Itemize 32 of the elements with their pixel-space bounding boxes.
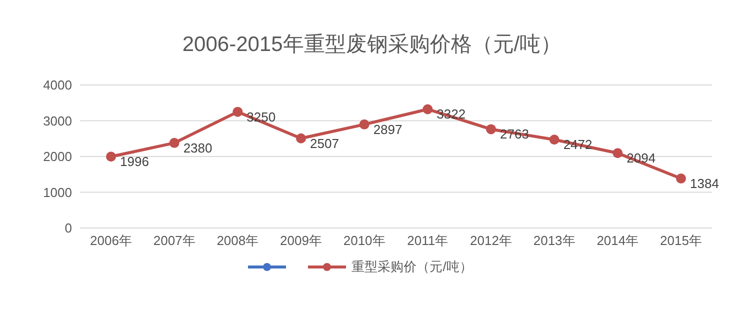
x-tick-label: 2007年 xyxy=(153,233,196,248)
y-tick-label: 4000 xyxy=(43,78,72,93)
point xyxy=(612,148,623,158)
y-tick-label: 1000 xyxy=(43,184,72,200)
legend-label: 重型采购价（元/吨） xyxy=(352,258,472,276)
data-label: 2380 xyxy=(183,140,212,156)
x-tick-label: 2006年 xyxy=(90,233,132,248)
chart-title: 2006-2015年重型废钢采购价格（元/吨） xyxy=(181,32,563,58)
x-tick-label: 2013年 xyxy=(533,233,576,248)
x-tick-label: 2009年 xyxy=(280,233,322,248)
x-tick-label: 2014年 xyxy=(596,233,639,248)
point xyxy=(676,174,686,184)
x-tick-label: 2012年 xyxy=(470,233,512,248)
point xyxy=(422,104,433,114)
data-label: 2507 xyxy=(310,136,339,151)
data-label: 1996 xyxy=(120,154,149,170)
point xyxy=(232,106,243,117)
x-tick-label: 2011年 xyxy=(407,233,448,248)
x-tick-label: 2010年 xyxy=(343,233,386,248)
y-tick-label: 2000 xyxy=(43,149,72,164)
y-tick-label: 0 xyxy=(64,220,72,236)
y-tick-label: 3000 xyxy=(43,113,72,128)
point xyxy=(296,133,306,144)
point xyxy=(486,124,496,134)
data-label: 1384 xyxy=(690,176,719,191)
x-tick-label: 2015年 xyxy=(660,233,702,248)
point xyxy=(549,134,560,145)
point xyxy=(359,119,370,130)
point xyxy=(169,138,180,148)
x-tick-label: 2008年 xyxy=(216,233,259,248)
point xyxy=(106,152,116,162)
data-label: 2897 xyxy=(373,122,402,137)
